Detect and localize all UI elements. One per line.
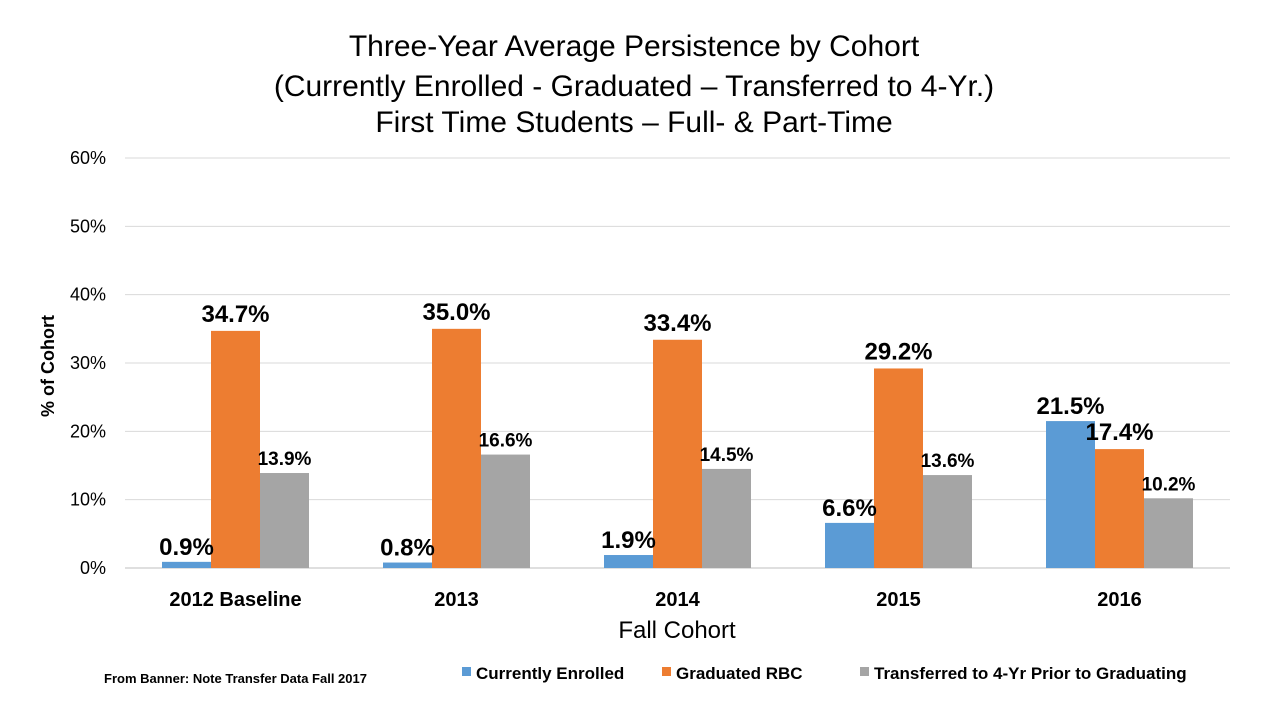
data-label: 16.6% <box>479 431 533 452</box>
bar-transferred-to-4-yr-prior-to-graduating-1 <box>481 454 530 568</box>
data-label: 33.4% <box>643 310 711 337</box>
legend: Currently Enrolled Graduated RBC Transferr… <box>462 664 1187 683</box>
legend-swatch <box>860 667 869 676</box>
x-tick-label: 2013 <box>434 589 479 611</box>
y-axis-title: % of Cohort <box>38 315 58 417</box>
bar-currently-enrolled-2 <box>604 555 653 568</box>
bar-transferred-to-4-yr-prior-to-graduating-0 <box>260 473 309 568</box>
chart-title-line-3: First Time Students – Full- & Part-Time <box>375 106 892 139</box>
data-label: 0.8% <box>380 535 435 562</box>
data-label: 21.5% <box>1036 393 1104 420</box>
y-tick-label-50: 50% <box>70 216 106 236</box>
y-axis-ticks: 0% 10% 20% 30% 40% 50% 60% <box>70 148 106 578</box>
data-labels: 0.9% 34.7% 13.9% 0.8% 35.0% 16.6% 1.9% 33.4% 14.… <box>159 299 1195 562</box>
x-tick-label: 2012 Baseline <box>169 589 301 611</box>
y-tick-label-30: 30% <box>70 353 106 373</box>
y-tick-label-10: 10% <box>70 490 106 510</box>
legend-item: Transferred to 4-Yr Prior to Graduating <box>860 664 1187 683</box>
y-tick-label-60: 60% <box>70 148 106 168</box>
bar-transferred-to-4-yr-prior-to-graduating-2 <box>702 468 751 568</box>
y-tick-label-0: 0% <box>80 558 106 578</box>
legend-swatch <box>662 667 671 676</box>
chart-title: Three-Year Average Persistence by Cohort… <box>274 30 994 139</box>
bars <box>162 328 1193 568</box>
data-label: 34.7% <box>201 301 269 328</box>
data-label: 35.0% <box>422 299 490 326</box>
data-label: 29.2% <box>864 338 932 365</box>
bar-graduated-rbc-3 <box>874 368 923 568</box>
data-label: 14.5% <box>700 445 754 466</box>
bar-currently-enrolled-1 <box>383 562 432 568</box>
data-label: 13.9% <box>258 449 312 470</box>
bar-graduated-rbc-1 <box>432 328 481 568</box>
chart-title-line-2: (Currently Enrolled - Graduated – Transf… <box>274 70 994 103</box>
bar-graduated-rbc-0 <box>211 330 260 568</box>
legend-item: Currently Enrolled <box>462 664 624 683</box>
data-label: 0.9% <box>159 534 214 561</box>
bar-graduated-rbc-2 <box>653 339 702 568</box>
bar-transferred-to-4-yr-prior-to-graduating-3 <box>923 475 972 568</box>
bar-graduated-rbc-4 <box>1095 449 1144 568</box>
bar-currently-enrolled-0 <box>162 561 211 568</box>
data-label: 10.2% <box>1142 474 1196 495</box>
x-tick-label: 2014 <box>655 589 700 611</box>
data-label: 13.6% <box>921 451 975 472</box>
bar-transferred-to-4-yr-prior-to-graduating-4 <box>1144 498 1193 568</box>
legend-label: Transferred to 4-Yr Prior to Graduating <box>874 664 1187 683</box>
data-label: 17.4% <box>1085 419 1153 446</box>
legend-label: Currently Enrolled <box>476 664 624 683</box>
y-tick-label-20: 20% <box>70 421 106 441</box>
chart-title-line-1: Three-Year Average Persistence by Cohort <box>349 30 920 63</box>
data-label: 1.9% <box>601 527 656 554</box>
source-footnote: From Banner: Note Transfer Data Fall 201… <box>104 671 367 686</box>
x-axis-title: Fall Cohort <box>618 617 736 644</box>
data-label: 6.6% <box>822 495 877 522</box>
legend-swatch <box>462 667 471 676</box>
legend-label: Graduated RBC <box>676 664 803 683</box>
y-tick-label-40: 40% <box>70 285 106 305</box>
x-axis-categories: 2012 Baseline 2013 2014 2015 2016 <box>169 589 1141 611</box>
bar-currently-enrolled-3 <box>825 522 874 568</box>
legend-item: Graduated RBC <box>662 664 803 683</box>
x-tick-label: 2015 <box>876 589 921 611</box>
bar-currently-enrolled-4 <box>1046 421 1095 568</box>
x-tick-label: 2016 <box>1097 589 1142 611</box>
